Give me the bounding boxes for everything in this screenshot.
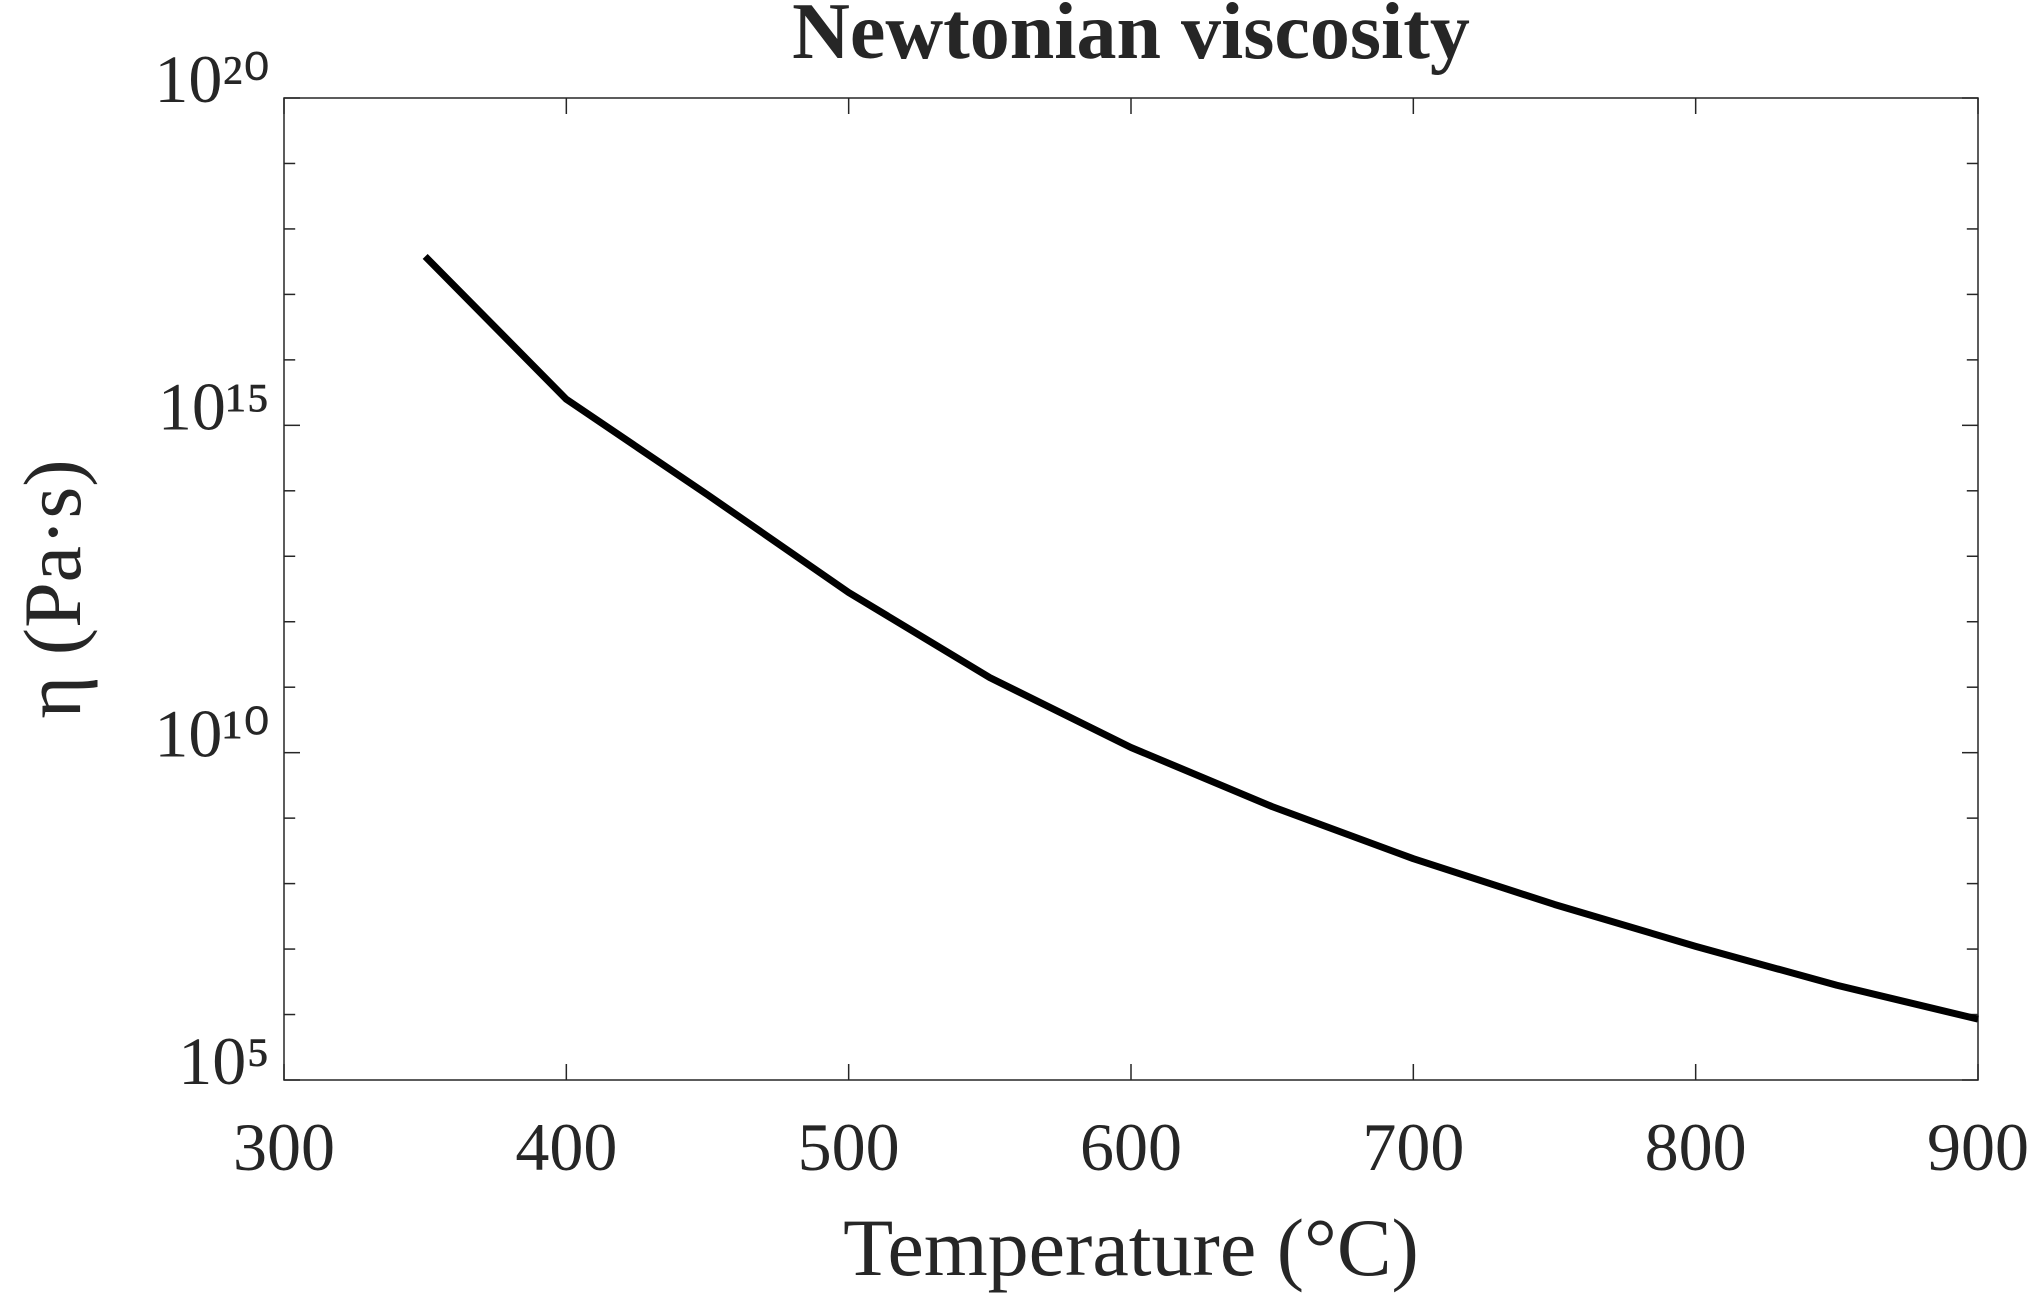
data-line (422, 253, 1979, 1023)
x-tick-label: 900 (1927, 1109, 2029, 1185)
plot-frame (283, 97, 1979, 1081)
x-axis-label: Temperature (°C) (843, 1202, 1419, 1293)
y-tick-label: 10¹⁰ (154, 696, 270, 772)
y-tick-label: 10²⁰ (154, 41, 270, 117)
x-tick-label: 300 (233, 1109, 335, 1185)
x-tick-label: 400 (515, 1109, 617, 1185)
y-tick-label: 10¹⁵ (158, 368, 270, 444)
x-tick-label: 600 (1080, 1109, 1182, 1185)
x-tick-label: 500 (798, 1109, 900, 1185)
x-tick-label: 700 (1362, 1109, 1464, 1185)
y-tick-label: 10⁵ (178, 1023, 270, 1099)
chart-title: Newtonian viscosity (792, 0, 1470, 76)
y-axis-label: η (Pa·s) (7, 459, 98, 718)
x-tick-label: 800 (1645, 1109, 1747, 1185)
